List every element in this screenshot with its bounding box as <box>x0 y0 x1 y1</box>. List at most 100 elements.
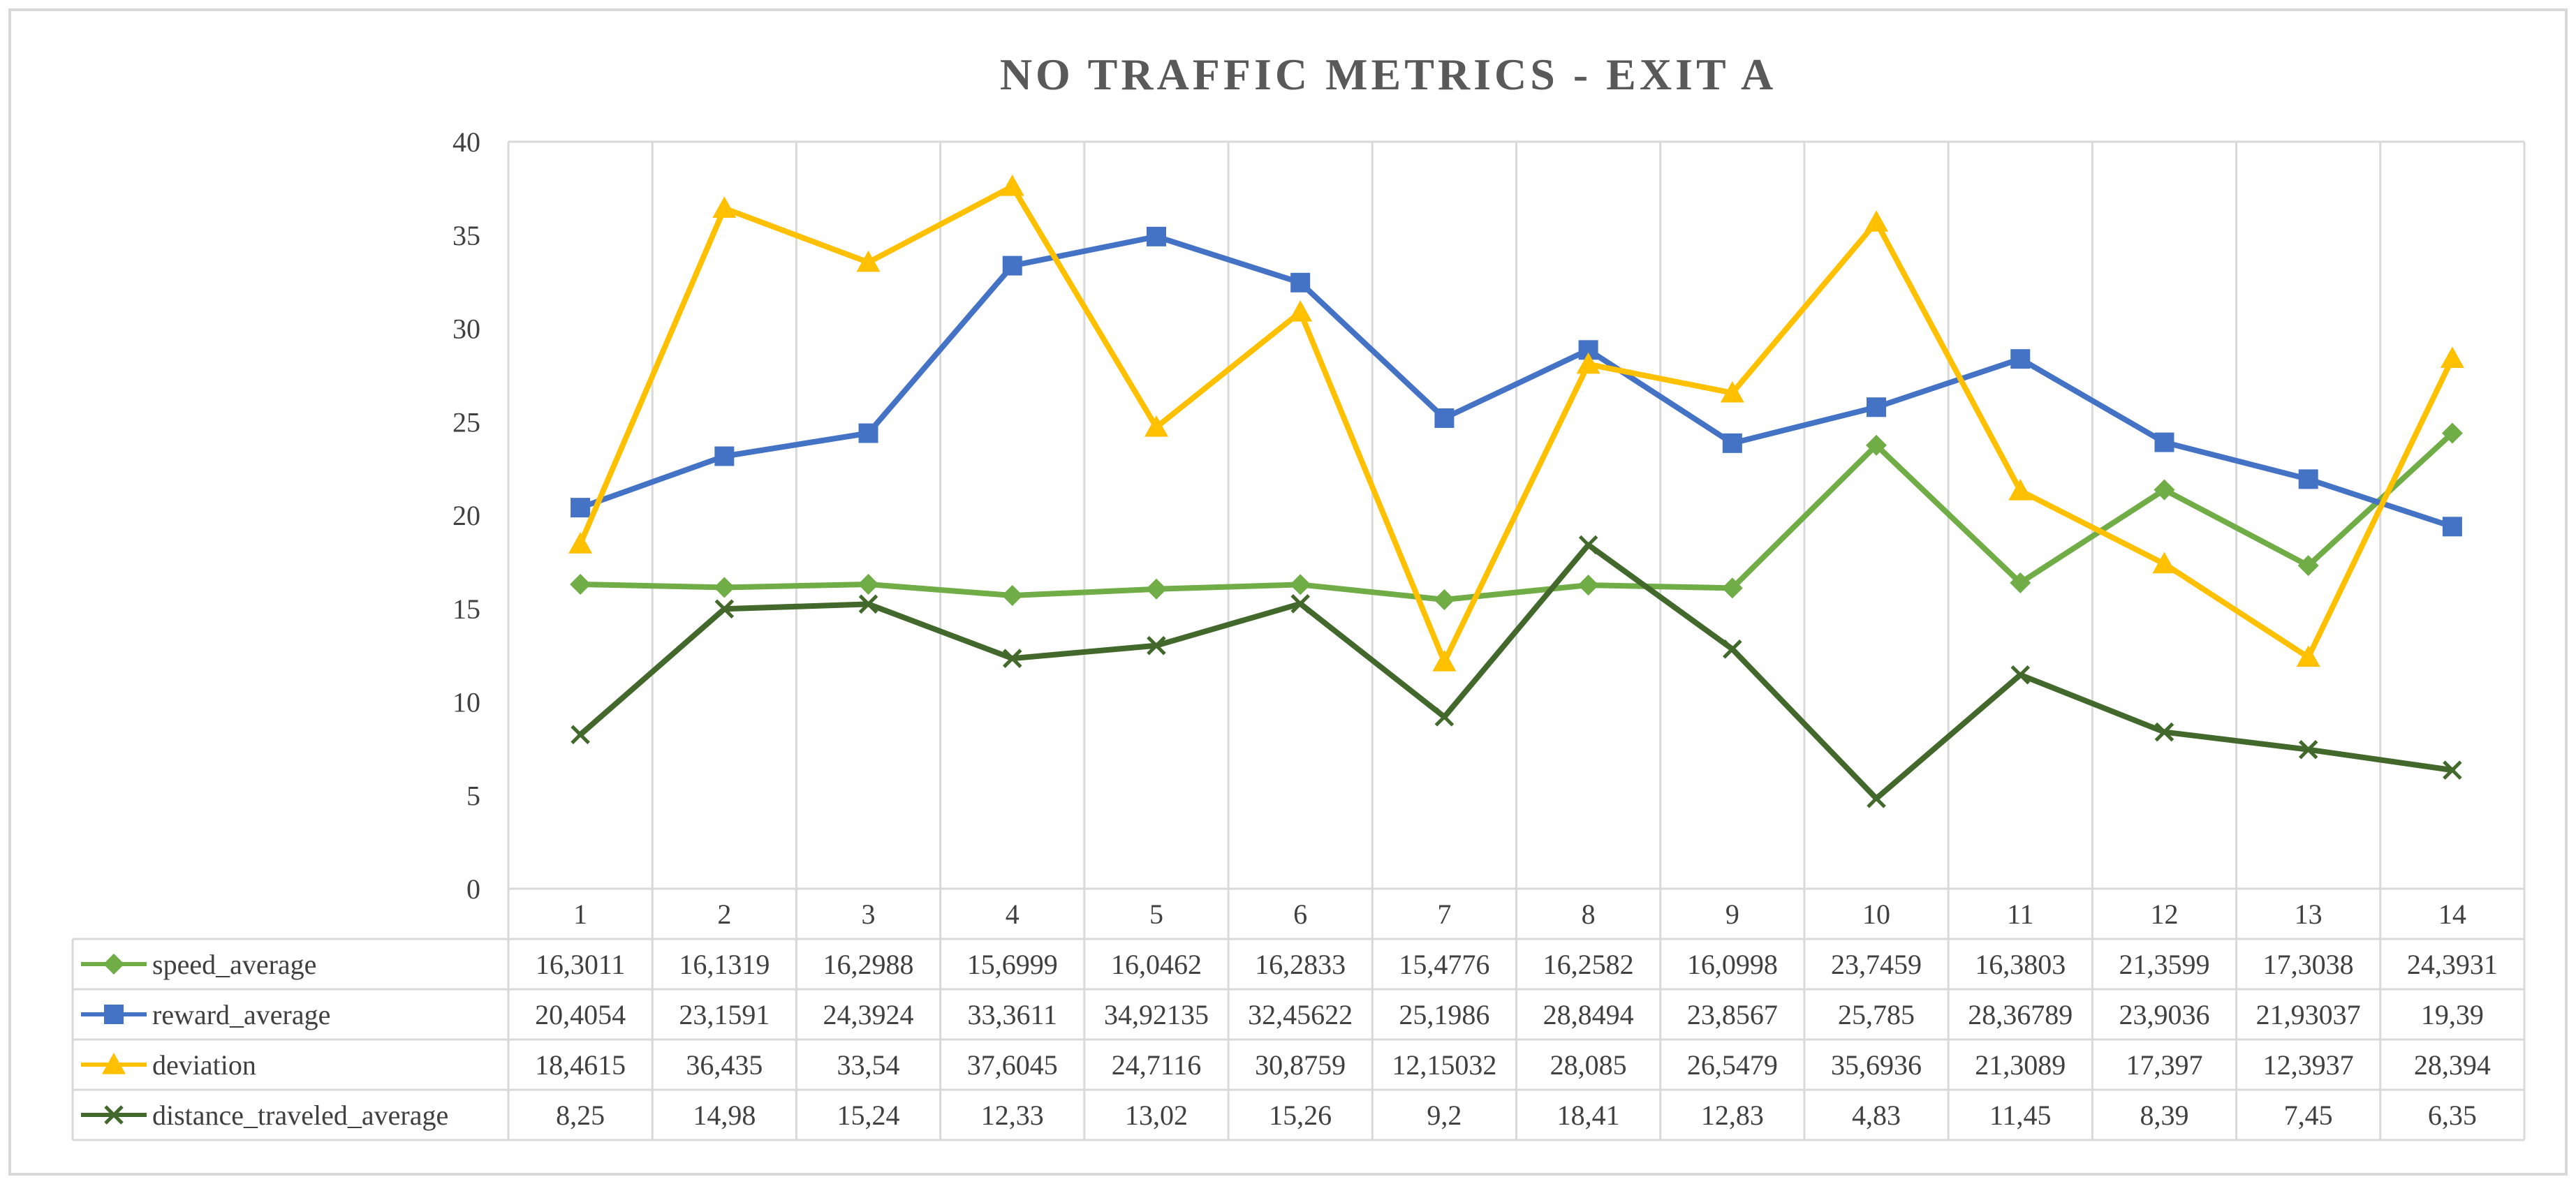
data-point <box>1001 585 1023 607</box>
data-point-stroke <box>1723 639 1742 659</box>
x-tick-label: 12 <box>2150 898 2178 930</box>
data-point <box>2010 665 2031 685</box>
data-point <box>2297 555 2319 577</box>
data-point <box>1723 639 1742 659</box>
data-point <box>2441 422 2463 444</box>
series-line <box>577 184 2455 665</box>
data-point <box>568 532 593 554</box>
table-cell: 6,35 <box>2428 1100 2477 1131</box>
data-point <box>1722 433 1742 453</box>
table-cell: 15,24 <box>837 1100 900 1131</box>
data-point <box>1290 272 1311 293</box>
x-tick-label: 2 <box>717 898 731 930</box>
data-point <box>1866 434 1887 456</box>
data-point <box>1290 594 1310 614</box>
data-point <box>1000 175 1024 196</box>
table-cell: 28,085 <box>1550 1049 1627 1081</box>
data-point <box>1002 649 1022 668</box>
data-point-stroke <box>1147 635 1166 656</box>
table-cell: 30,8759 <box>1255 1049 1346 1081</box>
table-cell: 24,3924 <box>823 999 914 1030</box>
data-point <box>1720 380 1744 403</box>
table-cell: 13,02 <box>1125 1100 1188 1131</box>
data-point <box>104 1105 124 1125</box>
data-point <box>858 574 879 595</box>
data-point <box>2154 432 2174 452</box>
table-cell: 14,98 <box>693 1100 756 1131</box>
data-point-stroke <box>2154 722 2174 742</box>
data-point <box>103 954 124 975</box>
y-tick-label: 20 <box>452 500 480 531</box>
data-point-stroke <box>1867 789 1886 808</box>
table-cell: 28,394 <box>2414 1049 2491 1081</box>
data-point <box>2152 552 2177 574</box>
series-distance_traveled_average <box>571 535 2462 808</box>
data-point-stroke <box>858 594 878 614</box>
table-cell: 11,45 <box>1989 1100 2052 1131</box>
data-point <box>1144 415 1168 437</box>
table-cell: 15,26 <box>1269 1100 1332 1131</box>
table-cell: 8,25 <box>556 1100 605 1131</box>
x-tick-label: 10 <box>1862 898 1890 930</box>
table-cell: 23,1591 <box>679 999 770 1030</box>
data-point <box>1434 707 1455 727</box>
table-cell: 21,3089 <box>1975 1049 2066 1081</box>
data-point-stroke <box>2443 760 2462 780</box>
table-cell: 32,45622 <box>1248 999 1353 1030</box>
x-tick-label: 1 <box>573 898 587 930</box>
data-point <box>2010 572 2031 593</box>
data-point <box>2154 479 2175 501</box>
data-point <box>1434 589 1455 610</box>
table-cell: 20,4054 <box>535 999 626 1030</box>
chart-title: NO TRAFFIC METRICS - EXIT A <box>1000 50 1776 99</box>
x-tick-label: 13 <box>2295 898 2323 930</box>
y-tick-label: 10 <box>452 687 480 718</box>
data-point-stroke <box>2298 739 2318 760</box>
data-point <box>2154 722 2174 742</box>
legend-entry: deviation <box>81 1049 256 1081</box>
table-cell: 26,5479 <box>1687 1049 1778 1081</box>
y-tick-label: 30 <box>452 313 480 345</box>
data-point-stroke <box>2010 665 2031 685</box>
table-cell: 18,41 <box>1557 1100 1620 1131</box>
table-cell: 16,1319 <box>679 949 770 980</box>
x-tick-label: 11 <box>2007 898 2034 930</box>
data-point <box>1721 577 1743 599</box>
y-tick-label: 35 <box>452 220 480 251</box>
table-cell: 34,92135 <box>1104 999 1209 1030</box>
table-cell: 23,9036 <box>2119 999 2209 1030</box>
y-axis: 0 5 10 15 20 25 30 35 40 <box>452 126 480 905</box>
table-cell: 12,83 <box>1701 1100 1764 1131</box>
data-point <box>1288 300 1313 322</box>
series-reward_average <box>571 226 2462 537</box>
chart-frame <box>8 8 2568 1176</box>
table-cell: 4,83 <box>1852 1100 1901 1131</box>
data-point <box>1432 649 1457 672</box>
data-point <box>714 446 735 466</box>
table-cell: 16,0462 <box>1111 949 1202 980</box>
series-line <box>577 542 2455 801</box>
legend-entry: reward_average <box>81 999 330 1030</box>
data-point <box>1002 256 1022 276</box>
data-point <box>570 573 591 595</box>
table-cell: 16,2988 <box>823 949 914 980</box>
data-point-stroke <box>571 725 590 745</box>
data-point <box>2010 349 2031 369</box>
table-cell: 37,6045 <box>967 1049 1058 1081</box>
data-point-stroke <box>104 1105 124 1125</box>
legend-entry: distance_traveled_average <box>81 1100 448 1131</box>
x-tick-label: 6 <box>1293 898 1307 930</box>
table-cell: 7,45 <box>2284 1100 2333 1131</box>
x-tick-label: 3 <box>862 898 876 930</box>
table-cell: 36,435 <box>686 1049 763 1081</box>
table-cell: 28,8494 <box>1543 999 1634 1030</box>
data-point <box>571 498 591 518</box>
data-point <box>1290 574 1311 595</box>
data-point <box>1867 397 1887 417</box>
data-point-stroke <box>1578 535 1598 555</box>
series-layer <box>568 175 2464 808</box>
data-point <box>2442 517 2462 537</box>
table-cell: 12,15032 <box>1392 1049 1496 1081</box>
data-point-stroke <box>1002 649 1022 668</box>
